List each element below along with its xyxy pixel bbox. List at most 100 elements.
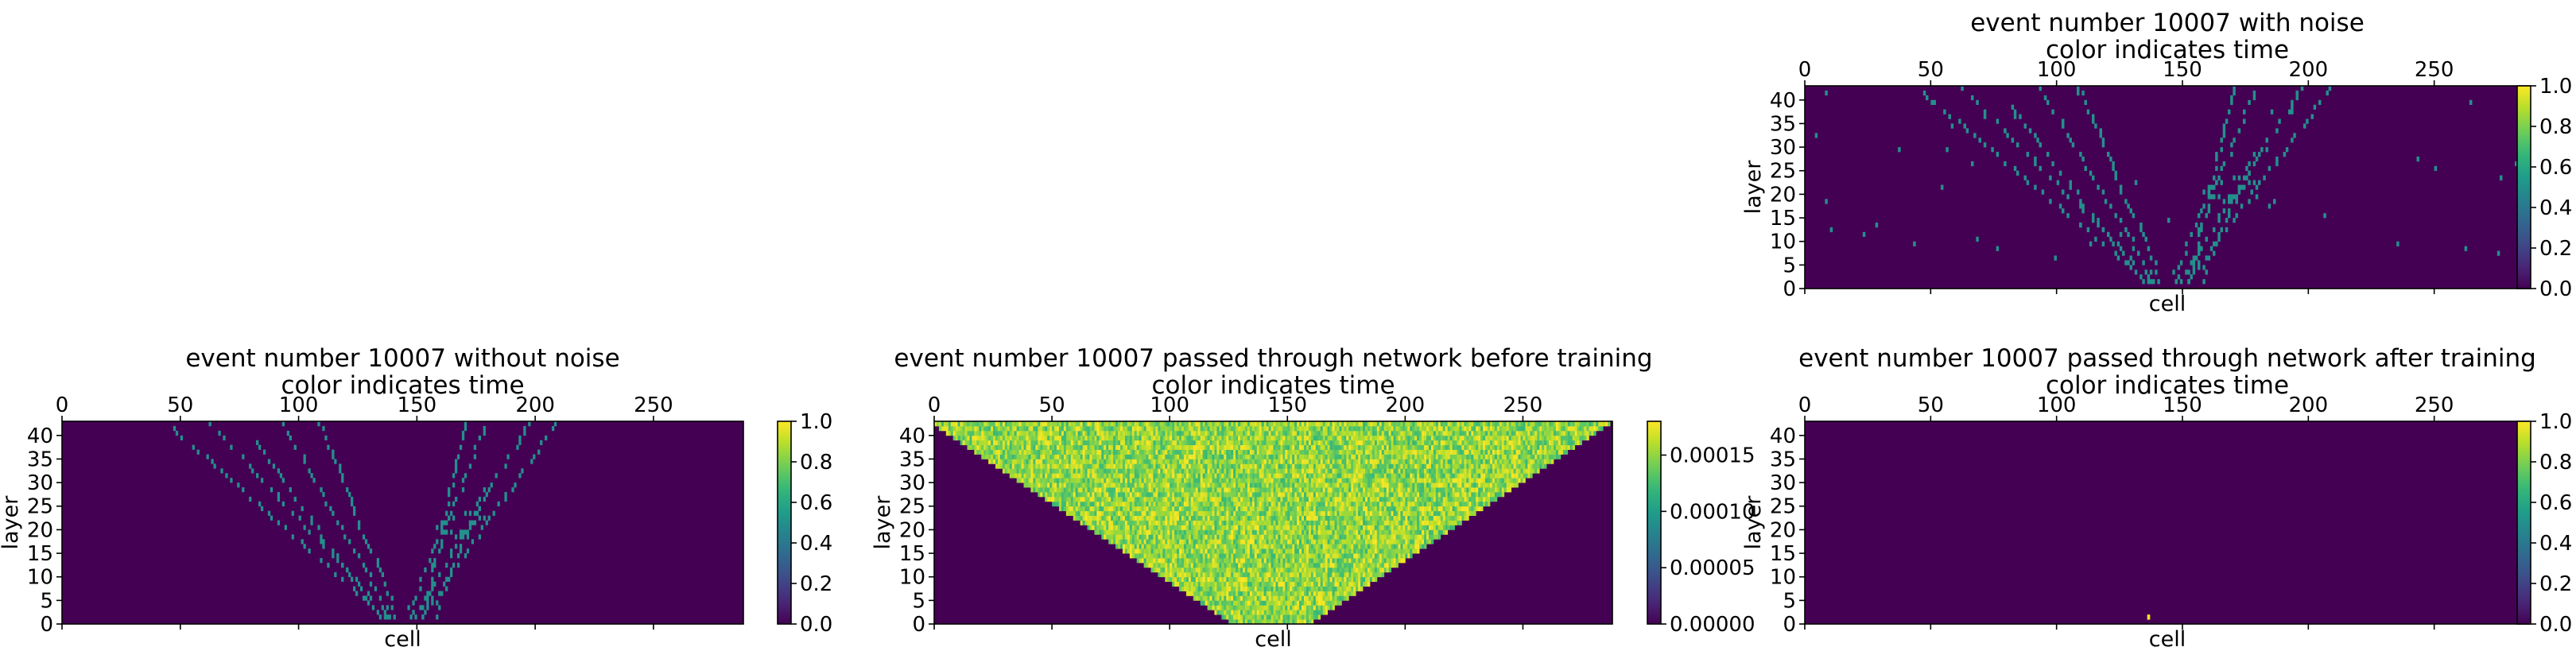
heatmap-cell	[2107, 152, 2110, 157]
heatmap-cell	[1282, 614, 1286, 620]
heatmap-cell	[1127, 487, 1131, 493]
heatmap-cell	[1336, 539, 1340, 545]
heatmap-cell	[1294, 496, 1298, 502]
heatmap-cell	[1172, 510, 1175, 517]
heatmap-cell	[1344, 544, 1347, 549]
heatmap-cell	[1327, 553, 1330, 559]
heatmap-cell	[1249, 529, 1253, 535]
heatmap-cell	[1266, 487, 1269, 493]
heatmap-cell	[1310, 591, 1314, 596]
x-tick-label: 250	[634, 393, 673, 417]
heatmap-cell	[1240, 605, 1243, 610]
heatmap-cell	[2235, 194, 2238, 200]
heatmap-cell	[1344, 534, 1347, 540]
heatmap-cell	[1256, 506, 1260, 512]
heatmap-cell	[1195, 496, 1199, 502]
heatmap-cell	[2119, 218, 2123, 223]
heatmap-cell	[279, 473, 283, 479]
heatmap-cell	[1113, 510, 1116, 517]
heatmap-cell	[1445, 491, 1449, 498]
heatmap-cell	[1405, 487, 1408, 493]
heatmap-cell	[1214, 483, 1217, 488]
heatmap-cell	[1313, 591, 1317, 596]
heatmap-cell	[1179, 557, 1182, 564]
heatmap-cell	[1302, 496, 1305, 502]
heatmap-cell	[1219, 610, 1222, 615]
heatmap-cell	[1280, 553, 1283, 559]
heatmap-cell	[1240, 572, 1243, 578]
heatmap-cell	[1134, 496, 1138, 502]
heatmap-cell	[1247, 478, 1251, 483]
heatmap-cell	[1320, 491, 1324, 498]
heatmap-cell	[1428, 487, 1432, 493]
heatmap-cell	[1422, 473, 1425, 479]
heatmap-cell	[1070, 478, 1074, 483]
heatmap-cell	[1305, 567, 1309, 573]
heatmap-cell	[1202, 525, 1206, 530]
heatmap-cell	[1254, 572, 1258, 578]
heatmap-cell	[1395, 529, 1399, 535]
heatmap-cell	[1268, 586, 1271, 591]
heatmap-cell	[1162, 491, 1166, 498]
heatmap-cell	[1376, 534, 1380, 540]
heatmap-cell	[1299, 548, 1302, 554]
heatmap-cell	[1391, 515, 1394, 521]
heatmap-cell	[1261, 581, 1265, 587]
heatmap-cell	[2066, 194, 2070, 200]
heatmap-cell	[2205, 236, 2208, 242]
heatmap-cell	[1426, 496, 1430, 502]
heatmap-cell	[1412, 510, 1415, 517]
heatmap-cell	[431, 562, 434, 568]
heatmap-cell	[1367, 534, 1371, 540]
heatmap-cell	[1094, 491, 1097, 498]
heatmap-cell	[2207, 184, 2211, 190]
heatmap-cell	[1188, 581, 1192, 587]
colorbar-tick-label: 0.0	[800, 613, 832, 637]
heatmap-cell	[1315, 501, 1319, 507]
heatmap-cell	[1457, 496, 1460, 502]
heatmap-cell	[1219, 487, 1222, 493]
heatmap-cell	[1292, 510, 1295, 517]
heatmap-cell	[1045, 491, 1048, 498]
heatmap-cell	[1263, 483, 1267, 488]
heatmap-cell	[1376, 562, 1380, 568]
heatmap-cell	[1108, 473, 1111, 479]
heatmap-cell	[1244, 619, 1248, 625]
heatmap-cell	[1108, 478, 1111, 483]
heatmap-cell	[1292, 529, 1295, 535]
heatmap-cell	[1146, 548, 1149, 554]
heatmap-cell	[1371, 529, 1375, 535]
heatmap-cell	[1219, 515, 1222, 521]
heatmap-cell	[1122, 478, 1126, 483]
heatmap-cell	[1162, 529, 1166, 535]
heatmap-cell	[1430, 515, 1434, 521]
heatmap-cell	[1268, 576, 1271, 583]
heatmap-cell	[2054, 255, 2057, 261]
heatmap-cell	[1115, 534, 1119, 540]
heatmap-cell	[1122, 529, 1126, 535]
heatmap-cell	[1207, 581, 1210, 587]
heatmap-cell	[1344, 548, 1347, 554]
heatmap-cell	[1386, 544, 1390, 549]
heatmap-cell	[1483, 496, 1486, 502]
heatmap-cell	[1334, 586, 1337, 591]
heatmap-cell	[1082, 506, 1085, 512]
heatmap-cell	[1435, 483, 1439, 488]
heatmap-cell	[1348, 529, 1352, 535]
heatmap-cell	[1290, 525, 1293, 530]
heatmap-cell	[2185, 241, 2188, 246]
heatmap-cell	[289, 487, 292, 493]
heatmap-cell	[1089, 468, 1092, 474]
heatmap-cell	[1011, 468, 1015, 474]
heatmap-cell	[1205, 529, 1208, 535]
heatmap-cell	[1155, 483, 1158, 488]
heatmap-cell	[1185, 581, 1189, 587]
heatmap-cell	[1131, 539, 1135, 545]
heatmap-cell	[1183, 501, 1187, 507]
heatmap-cell	[1315, 576, 1319, 583]
heatmap-cell	[1207, 576, 1210, 583]
heatmap-cell	[1263, 473, 1267, 479]
heatmap-cell	[1162, 478, 1166, 483]
heatmap-cell	[1197, 562, 1201, 568]
heatmap-cell	[1414, 529, 1418, 535]
